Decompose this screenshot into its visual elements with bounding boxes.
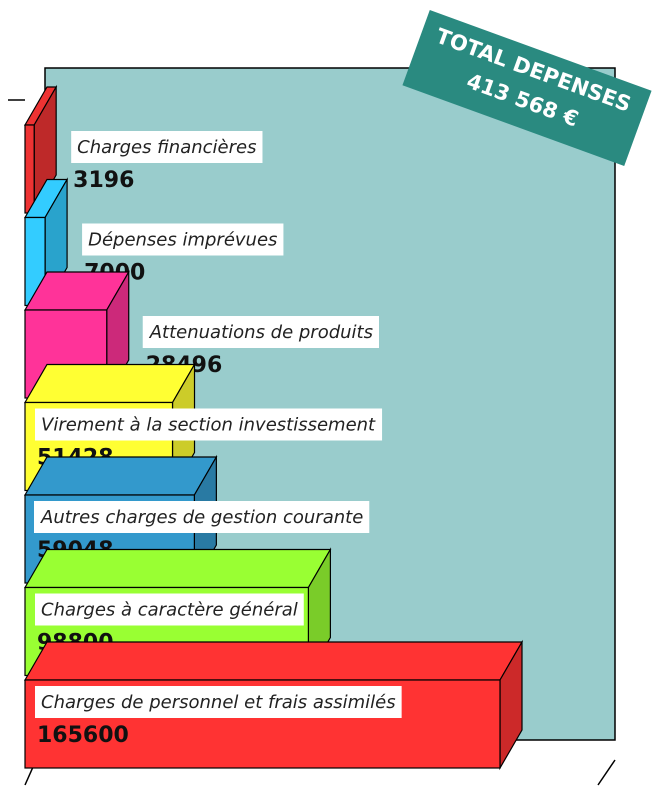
label-box bbox=[71, 131, 263, 163]
bar-label: Charges à caractère général bbox=[41, 600, 298, 621]
bar-label: Charges de personnel et frais assimilés bbox=[41, 692, 396, 713]
bar-label: Autres charges de gestion courante bbox=[40, 507, 363, 528]
bar-top bbox=[23, 641, 524, 681]
label-box bbox=[82, 223, 284, 256]
bar-front bbox=[24, 124, 35, 214]
frame-line bbox=[597, 759, 616, 786]
bar-value: 3196 bbox=[73, 168, 134, 193]
label-box bbox=[35, 593, 304, 626]
label-box bbox=[35, 686, 402, 718]
label-box bbox=[34, 501, 370, 533]
bar-label: Virement à la section investissement bbox=[41, 415, 376, 436]
bar-top bbox=[23, 548, 332, 589]
bar-top bbox=[23, 456, 218, 496]
label-box bbox=[142, 316, 380, 348]
bar-value: 165600 bbox=[37, 723, 129, 748]
bar-label: Dépenses imprévues bbox=[88, 230, 277, 251]
banner-box bbox=[402, 10, 652, 166]
label-box bbox=[35, 408, 383, 441]
bar-label: Attenuations de produits bbox=[149, 322, 373, 343]
bar-top bbox=[23, 363, 196, 404]
bar-label: Charges financières bbox=[77, 137, 256, 158]
